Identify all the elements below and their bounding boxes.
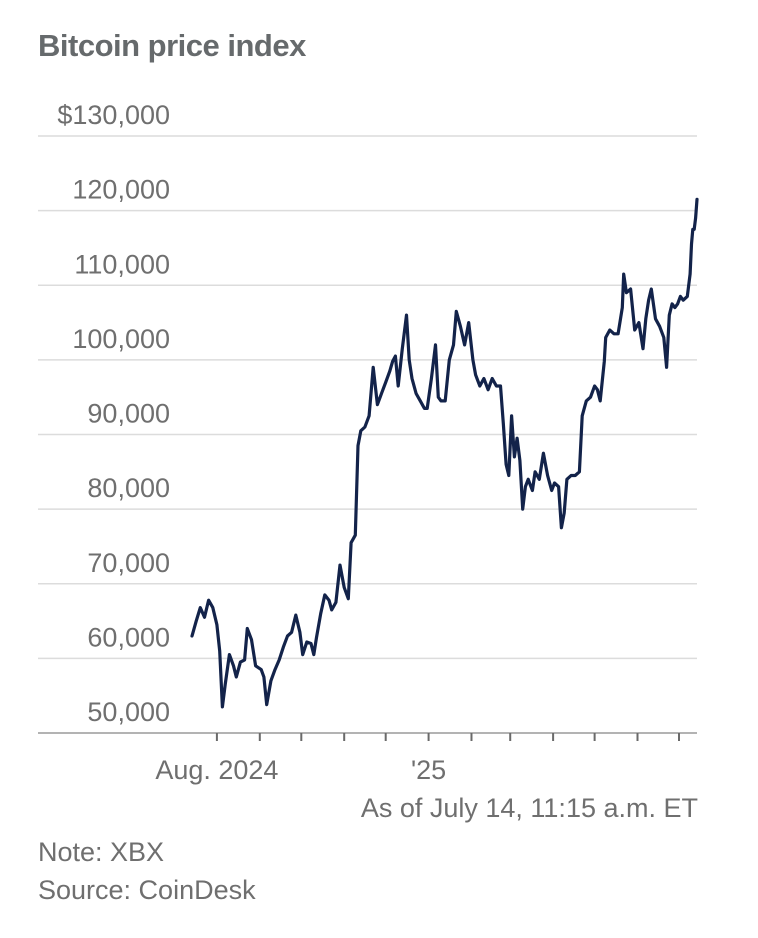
x-tick-label: '25: [411, 755, 446, 785]
series-line: [190, 197, 699, 709]
y-tick-label: 110,000: [74, 249, 170, 279]
gridlines: [38, 135, 697, 734]
series-layer: [190, 197, 699, 709]
y-tick-label: 50,000: [87, 697, 170, 727]
as-of-note: As of July 14, 11:15 a.m. ET: [360, 793, 698, 823]
chart-title: Bitcoin price index: [38, 28, 306, 63]
x-tick-label: Aug. 2024: [155, 755, 278, 785]
y-tick-label: 90,000: [87, 399, 170, 429]
y-tick-label: 120,000: [72, 175, 170, 205]
line-chart: $130,000 120,000 110,000 100,000 90,000 80,00…: [38, 100, 699, 785]
source-text: Source: CoinDesk: [38, 875, 256, 905]
note-text: Note: XBX: [38, 837, 165, 867]
y-tick-label: 70,000: [87, 548, 170, 578]
y-tick-label: 80,000: [87, 473, 170, 503]
x-axis: Aug. 2024 '25: [155, 733, 681, 785]
y-tick-label: $130,000: [57, 100, 170, 130]
y-tick-label: 100,000: [72, 324, 170, 354]
y-axis-labels: $130,000 120,000 110,000 100,000 90,000 80,00…: [57, 100, 170, 727]
y-tick-label: 60,000: [87, 622, 170, 652]
